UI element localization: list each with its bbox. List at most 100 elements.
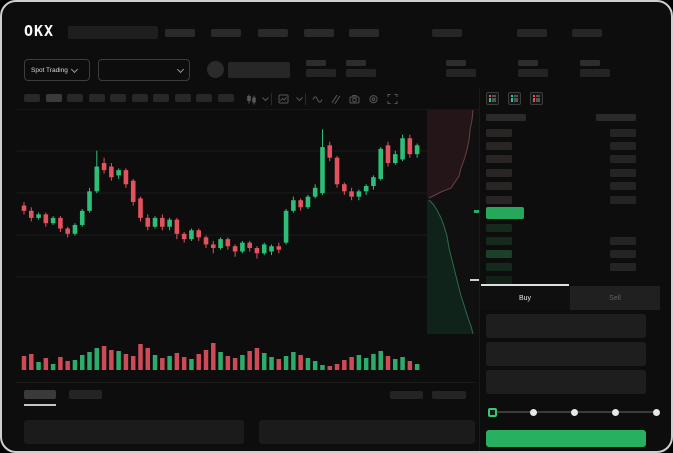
nav-item-placeholder[interactable]	[211, 29, 241, 37]
book-asks-icon[interactable]	[530, 92, 543, 105]
okx-logo[interactable]: OKX	[24, 22, 55, 40]
stat-label-placeholder	[580, 60, 600, 66]
last-price-marker	[474, 210, 479, 213]
draw-tool-icon[interactable]	[330, 93, 341, 105]
market-type-label: Spot Trading	[31, 66, 68, 74]
toggle-mark	[511, 97, 518, 100]
stat-value-placeholder	[518, 69, 548, 77]
timeframe-button[interactable]	[88, 94, 105, 102]
nav-item-placeholder[interactable]	[517, 29, 547, 37]
ask-price-placeholder[interactable]	[486, 155, 512, 163]
sell-tab-label: Sell	[609, 294, 621, 302]
chevron-down-icon[interactable]	[294, 93, 305, 105]
nav-item-placeholder[interactable]	[258, 29, 288, 37]
coin-avatar	[207, 61, 224, 78]
stat-label-placeholder	[518, 60, 538, 66]
slider-stop-100pct[interactable]	[652, 408, 660, 416]
price-input[interactable]	[486, 314, 646, 338]
ask-price-placeholder[interactable]	[486, 129, 512, 137]
buy-tab-indicator	[481, 284, 569, 286]
total-input[interactable]	[486, 370, 646, 394]
toggle-mark	[489, 100, 496, 102]
market-type-dropdown[interactable]: Spot Trading	[24, 59, 90, 81]
ask-price-placeholder[interactable]	[486, 169, 512, 177]
last-price-highlight[interactable]	[486, 207, 524, 219]
crosshair-price-marker	[470, 279, 479, 281]
tab-sell[interactable]: Sell	[570, 286, 660, 310]
book-bids-icon[interactable]	[508, 92, 521, 105]
ask-price-placeholder[interactable]	[486, 182, 512, 190]
orders-action-button[interactable]	[432, 391, 466, 399]
ask-price-placeholder[interactable]	[486, 142, 512, 150]
orderbook-col-header	[486, 114, 526, 121]
buy-tab-label: Buy	[518, 294, 532, 302]
fullscreen-icon[interactable]	[387, 93, 398, 105]
candle-type-icon[interactable]	[246, 93, 257, 105]
orders-panel-placeholder	[24, 420, 244, 444]
bid-price-placeholder[interactable]	[486, 276, 512, 284]
slider-stop-75pct[interactable]	[611, 408, 619, 416]
nav-item-placeholder[interactable]	[165, 29, 195, 37]
timeframe-button[interactable]	[217, 94, 234, 102]
timeframe-button[interactable]	[174, 94, 191, 102]
ask-amount-placeholder	[610, 142, 636, 150]
tab-buy[interactable]: Buy	[480, 286, 570, 310]
chevron-down-icon	[176, 65, 185, 73]
slider-stop-0pct[interactable]	[487, 407, 497, 417]
stat-value-placeholder	[346, 69, 376, 77]
toggle-mark	[533, 97, 540, 100]
nav-search-placeholder[interactable]	[68, 26, 158, 39]
orders-tab-active[interactable]	[24, 390, 56, 399]
timeframe-button[interactable]	[131, 94, 148, 102]
history-tab[interactable]	[69, 390, 102, 399]
nav-item-placeholder[interactable]	[304, 29, 334, 37]
stat-label-placeholder	[446, 60, 466, 66]
orders-filter-button[interactable]	[390, 391, 423, 399]
orders-panel-placeholder	[259, 420, 475, 444]
settings-icon[interactable]	[368, 93, 379, 105]
camera-icon[interactable]	[349, 93, 360, 105]
indicators-icon[interactable]	[278, 93, 289, 105]
toggle-mark	[511, 100, 518, 102]
timeframe-button[interactable]	[67, 94, 83, 102]
stat-value-placeholder	[446, 69, 476, 77]
chevron-down-icon	[70, 65, 78, 73]
slider-stop-50pct[interactable]	[570, 408, 578, 416]
bid-price-placeholder[interactable]	[486, 224, 512, 232]
pair-selector-dropdown[interactable]	[98, 59, 190, 81]
book-both-icon[interactable]	[486, 92, 499, 105]
amount-input[interactable]	[486, 342, 646, 366]
nav-item-placeholder[interactable]	[432, 29, 462, 37]
toggle-mark	[533, 100, 540, 102]
ask-price-placeholder[interactable]	[486, 196, 512, 204]
nav-item-placeholder[interactable]	[349, 29, 379, 37]
timeframe-button[interactable]	[196, 94, 212, 102]
bid-price-placeholder[interactable]	[486, 263, 512, 271]
line-tool-icon[interactable]	[312, 93, 323, 105]
volume-chart[interactable]	[17, 343, 427, 370]
timeframe-button[interactable]	[110, 94, 126, 102]
buy-submit-button[interactable]	[486, 430, 646, 447]
candlestick-chart[interactable]	[17, 110, 427, 336]
toolbar-divider	[16, 109, 479, 110]
timeframe-button[interactable]	[153, 94, 169, 102]
chevron-down-icon[interactable]	[260, 93, 271, 105]
section-divider	[16, 382, 476, 383]
slider-stop-25pct[interactable]	[529, 408, 537, 416]
ask-amount-placeholder	[610, 169, 636, 177]
bid-amount-placeholder	[610, 237, 636, 245]
nav-item-placeholder[interactable]	[572, 29, 602, 37]
ask-amount-placeholder	[610, 155, 636, 163]
toggle-mark	[533, 95, 540, 97]
timeframe-button[interactable]	[45, 94, 62, 102]
bid-price-placeholder[interactable]	[486, 237, 512, 245]
ask-amount-placeholder	[610, 182, 636, 190]
ask-amount-placeholder	[610, 196, 636, 204]
last-price-placeholder	[228, 62, 290, 78]
orderbook-col-header	[596, 114, 636, 121]
timeframe-button[interactable]	[24, 94, 40, 102]
toggle-mark	[489, 95, 496, 97]
toolbar-divider	[305, 93, 306, 105]
bid-price-placeholder[interactable]	[486, 250, 512, 258]
